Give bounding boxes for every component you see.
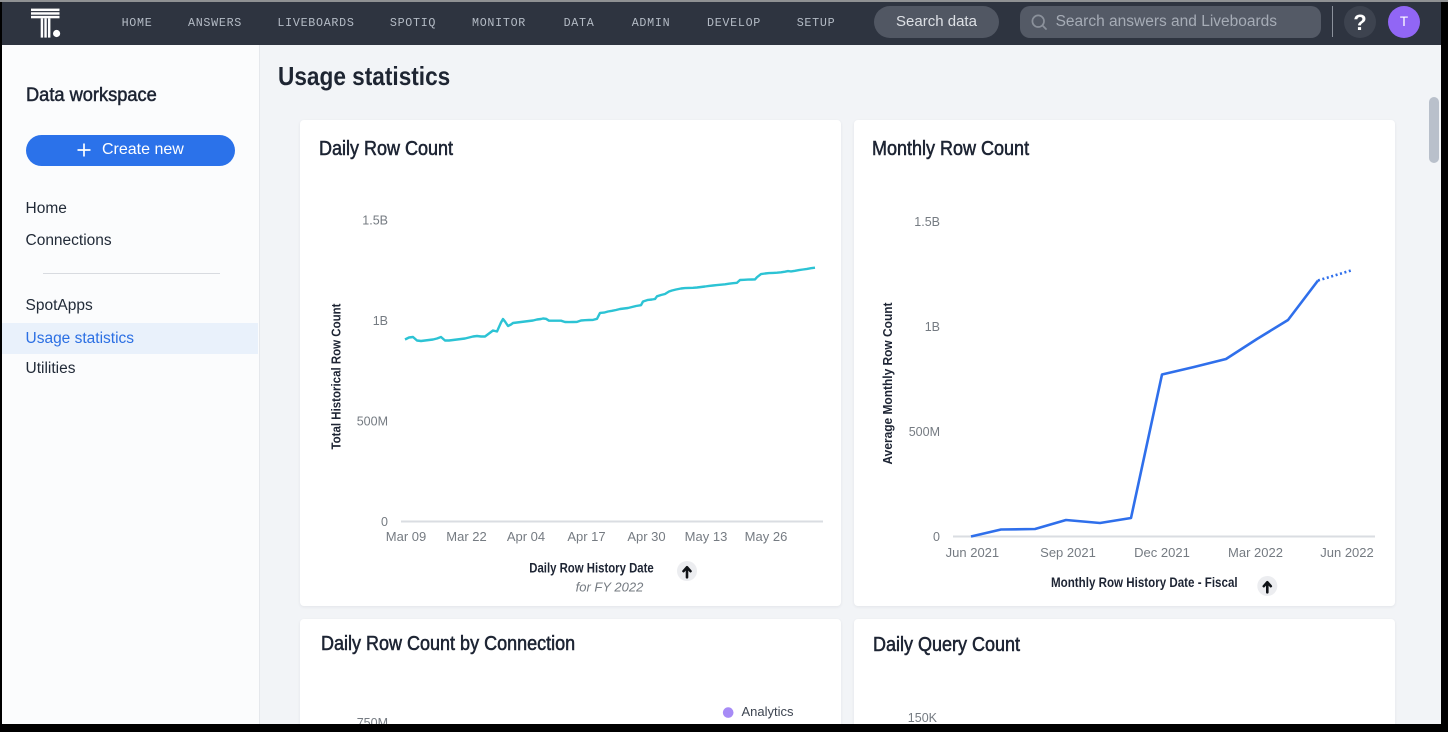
svg-text:Apr 04: Apr 04 <box>507 529 545 544</box>
svg-text:750M: 750M <box>357 716 388 725</box>
svg-text:Mar 09: Mar 09 <box>386 529 426 544</box>
svg-text:Mar 2022: Mar 2022 <box>1228 545 1283 560</box>
svg-text:Average Monthly Row Count: Average Monthly Row Count <box>880 301 895 464</box>
svg-text:150K: 150K <box>908 711 938 725</box>
svg-text:May 26: May 26 <box>745 529 788 544</box>
svg-text:1.5B: 1.5B <box>914 215 940 229</box>
svg-text:1.5B: 1.5B <box>362 213 388 227</box>
svg-text:Total Historical Row Count: Total Historical Row Count <box>329 302 344 449</box>
svg-text:for FY 2022: for FY 2022 <box>576 579 644 594</box>
svg-text:Mar 22: Mar 22 <box>446 529 486 544</box>
svg-text:Apr 17: Apr 17 <box>567 529 605 544</box>
svg-text:0: 0 <box>381 515 388 529</box>
svg-text:500M: 500M <box>357 414 388 428</box>
svg-text:1B: 1B <box>925 320 940 334</box>
svg-text:Jun 2022: Jun 2022 <box>1320 545 1374 560</box>
svg-text:500M: 500M <box>909 425 940 439</box>
svg-text:Daily Row History Date: Daily Row History Date <box>529 560 654 575</box>
svg-text:0: 0 <box>933 530 940 544</box>
svg-text:1B: 1B <box>373 314 388 328</box>
svg-text:Analytics: Analytics <box>742 704 795 719</box>
svg-text:May 13: May 13 <box>685 529 728 544</box>
svg-text:Monthly Row History Date - Fis: Monthly Row History Date - Fiscal <box>1051 575 1238 590</box>
svg-text:Sep 2021: Sep 2021 <box>1040 545 1096 560</box>
svg-text:Apr 30: Apr 30 <box>627 529 665 544</box>
svg-text:Dec 2021: Dec 2021 <box>1134 545 1190 560</box>
svg-text:Jun 2021: Jun 2021 <box>946 545 1000 560</box>
